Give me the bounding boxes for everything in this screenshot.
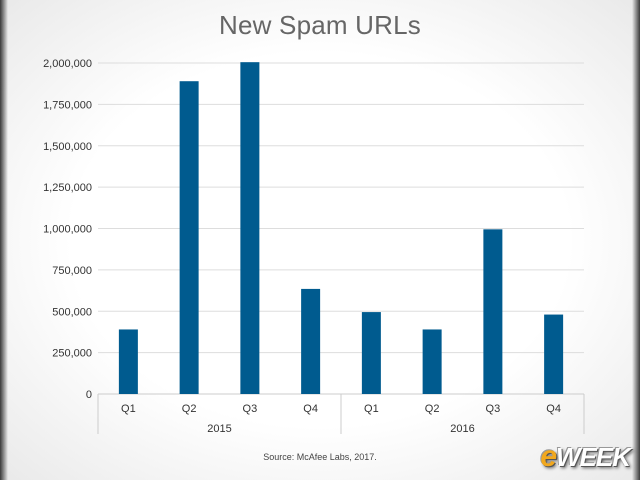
bar <box>422 329 442 394</box>
x-tick-label: Q2 <box>425 403 440 415</box>
group-label: 2015 <box>207 423 231 435</box>
y-tick-label: 250,000 <box>52 348 92 360</box>
x-tick-label: Q1 <box>364 403 379 415</box>
y-tick-label: 1,250,000 <box>43 182 92 194</box>
bar <box>118 329 138 394</box>
group-label: 2016 <box>450 423 474 435</box>
x-tick-label: Q3 <box>486 403 501 415</box>
y-tick-label: 1,000,000 <box>43 224 92 236</box>
x-tick-label: Q4 <box>546 403 561 415</box>
y-tick-label: 1,750,000 <box>43 99 92 111</box>
y-tick-label: 500,000 <box>52 306 92 318</box>
y-tick-label: 2,000,000 <box>43 58 92 70</box>
left-edge-shadow <box>0 0 8 480</box>
bar <box>179 81 199 394</box>
right-edge-shadow <box>632 0 640 480</box>
bar <box>240 62 260 395</box>
x-tick-label: Q4 <box>303 403 318 415</box>
eweek-logo-text: WEEK <box>556 442 631 472</box>
bar <box>483 229 503 394</box>
chart-title: New Spam URLs <box>219 10 421 40</box>
eweek-logo: eWEEK <box>540 440 631 474</box>
eweek-logo-prefix: e <box>540 440 557 473</box>
bar <box>361 312 381 394</box>
bar <box>544 314 564 394</box>
x-tick-label: Q1 <box>121 403 136 415</box>
x-tick-label: Q3 <box>243 403 258 415</box>
y-tick-label: 0 <box>86 389 92 401</box>
x-tick-label: Q2 <box>182 403 197 415</box>
y-tick-label: 1,500,000 <box>43 141 92 153</box>
bar <box>301 288 321 394</box>
source-note: Source: McAfee Labs, 2017. <box>263 452 377 462</box>
y-tick-label: 750,000 <box>52 265 92 277</box>
